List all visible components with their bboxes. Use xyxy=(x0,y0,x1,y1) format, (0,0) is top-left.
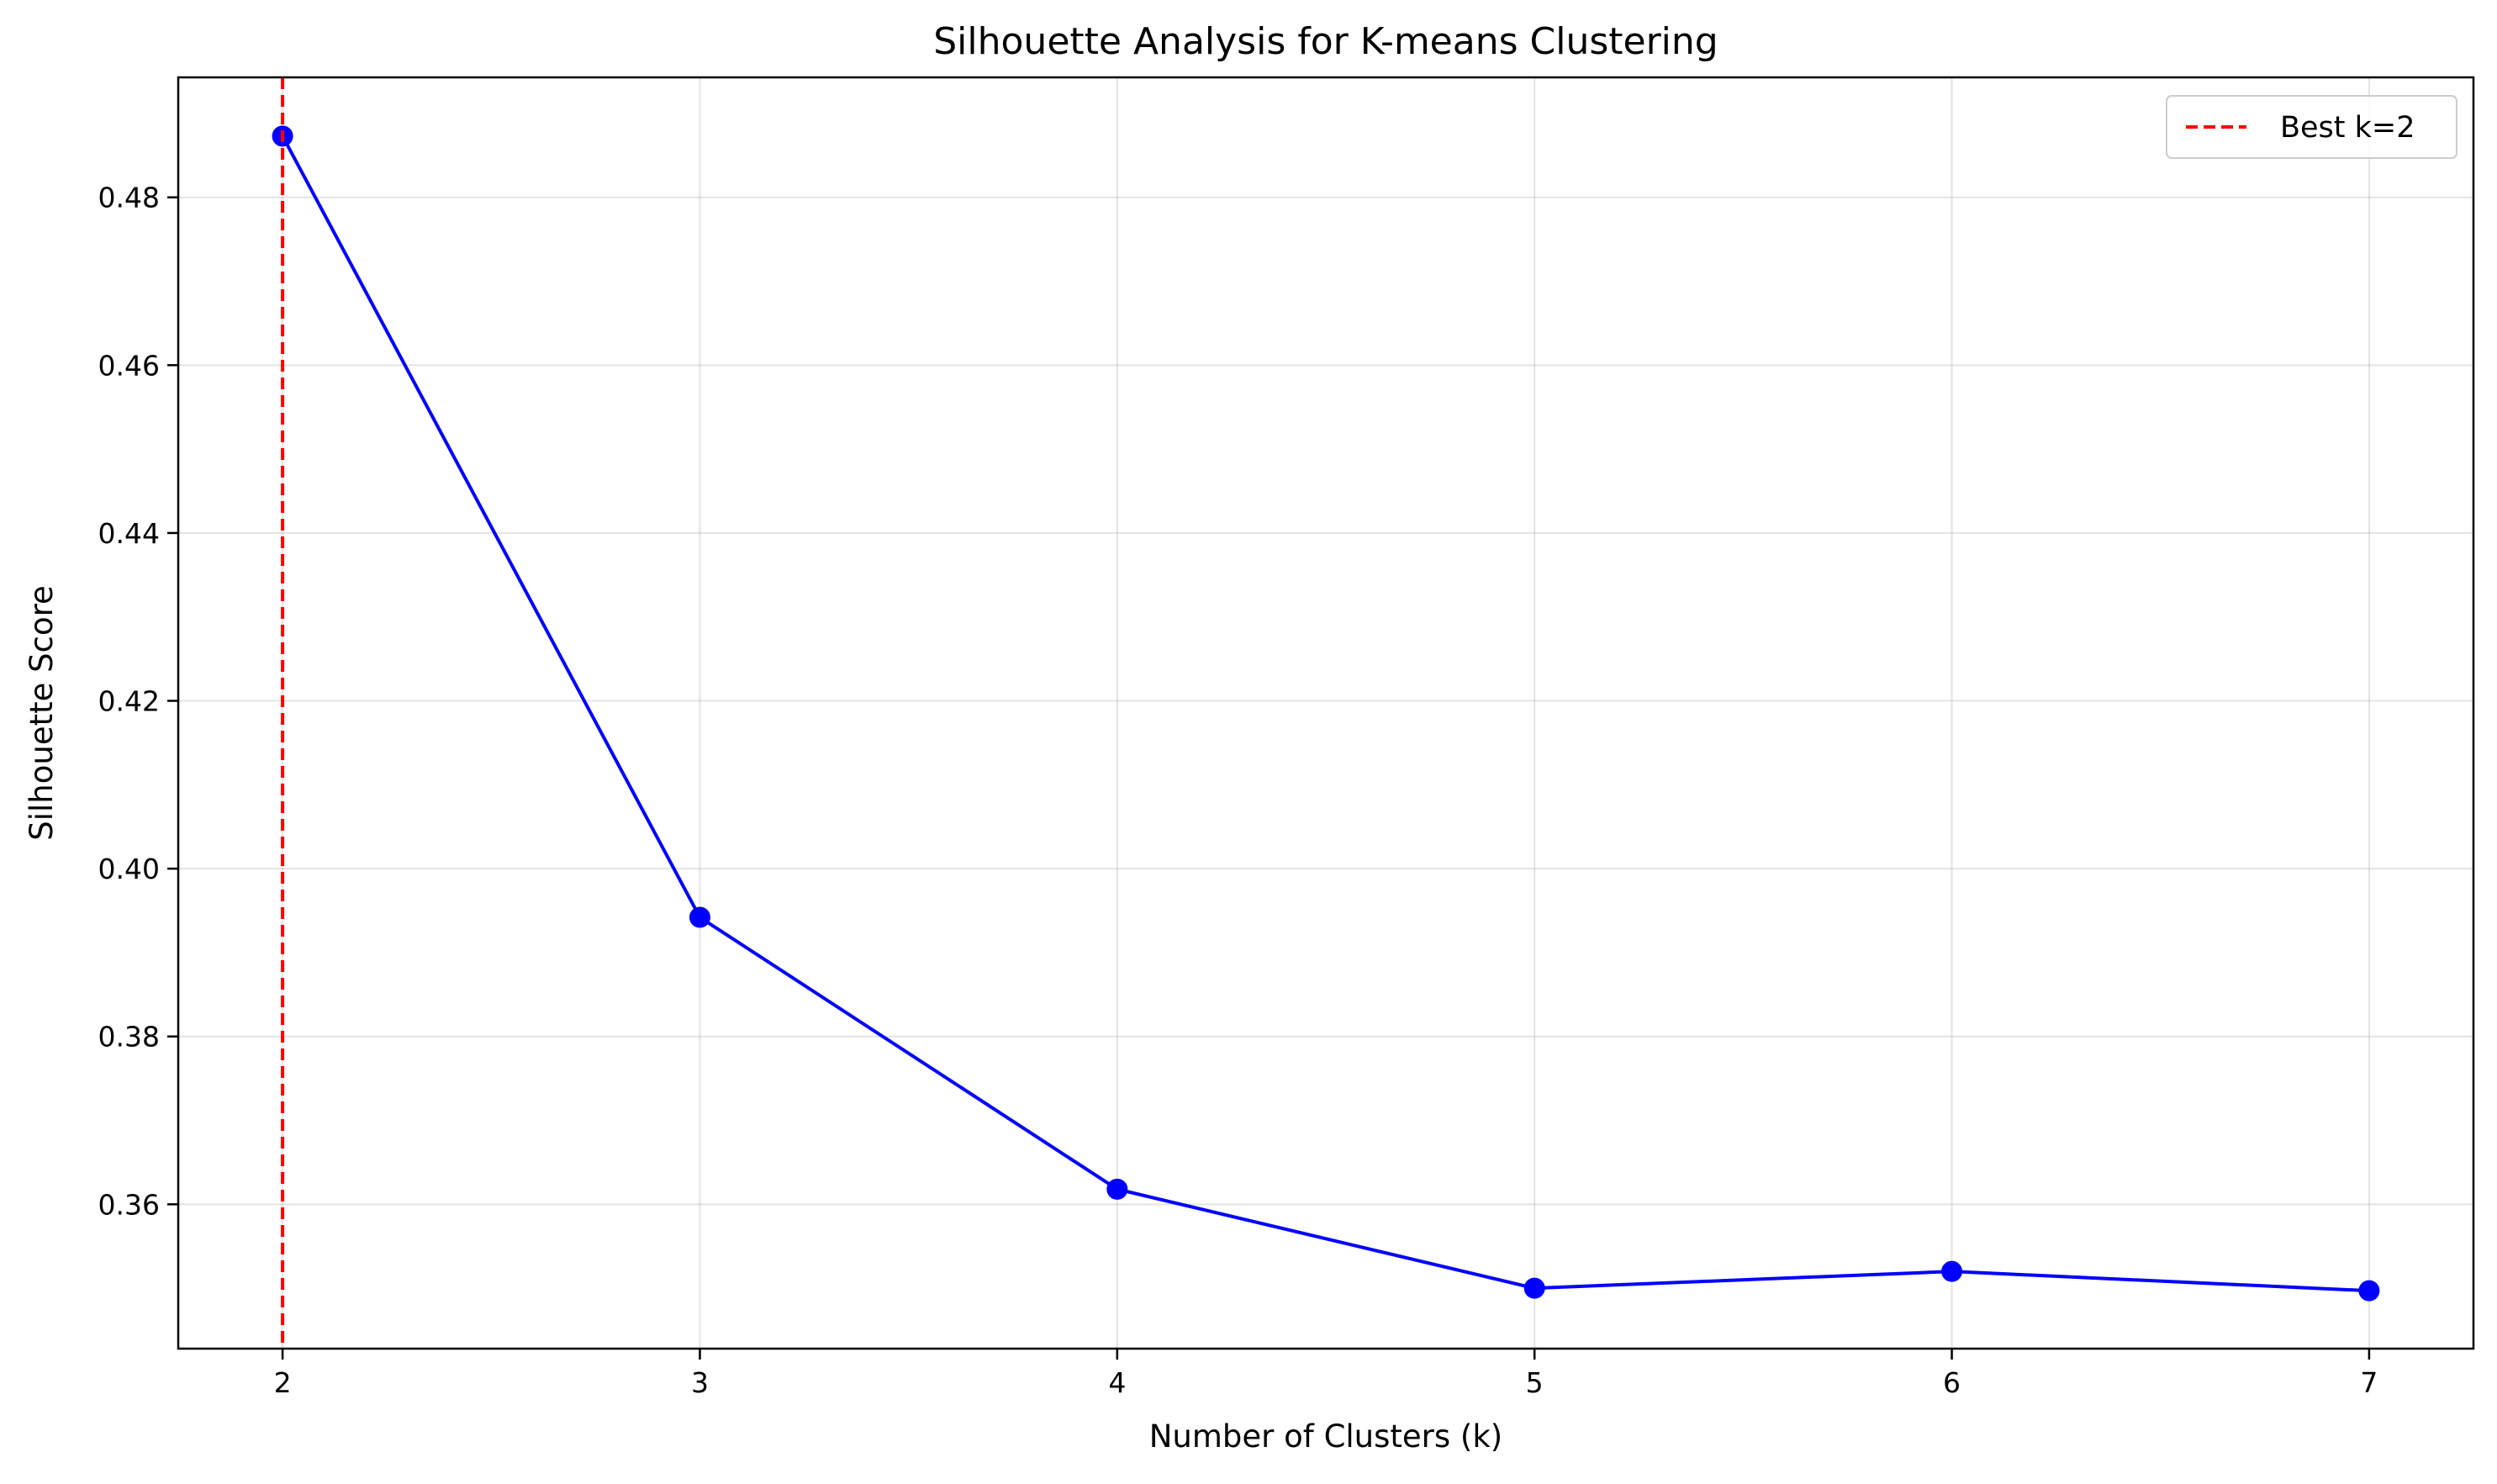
grid xyxy=(178,77,2473,1349)
x-axis-label: Number of Clusters (k) xyxy=(1149,1418,1502,1455)
legend: Best k=2 xyxy=(2166,95,2457,159)
data-point xyxy=(1941,1260,1963,1282)
x-tick-label: 5 xyxy=(1526,1366,1544,1399)
y-axis-label: Silhouette Score xyxy=(24,585,60,841)
data-point xyxy=(1523,1277,1545,1299)
data-series xyxy=(272,125,2380,1302)
data-point xyxy=(2358,1280,2380,1302)
y-tick-label: 0.36 xyxy=(98,1188,160,1221)
x-tick-label: 7 xyxy=(2360,1366,2378,1399)
y-tick-label: 0.42 xyxy=(98,685,160,718)
y-tick-label: 0.44 xyxy=(98,517,160,550)
data-point xyxy=(689,906,710,928)
series-line xyxy=(281,135,2370,1293)
y-tick-label: 0.40 xyxy=(98,853,160,885)
chart-title: Silhouette Analysis for K-means Clusteri… xyxy=(933,20,1718,63)
x-tick-label: 4 xyxy=(1108,1366,1126,1399)
y-tick-label: 0.48 xyxy=(98,182,160,214)
plot-area-frame xyxy=(177,76,2475,1350)
x-tick-label: 6 xyxy=(1943,1366,1961,1399)
legend-label-best-k: Best k=2 xyxy=(2280,111,2415,145)
y-tick-label: 0.46 xyxy=(98,349,160,382)
x-tick-label: 3 xyxy=(691,1366,709,1399)
y-tick-label: 0.38 xyxy=(98,1021,160,1054)
axis-ticks: 2 3 4 5 6 7 0.36 0.38 0.40 0.42 0.44 0.46 0.48 xyxy=(98,182,2378,1399)
data-point xyxy=(1106,1178,1128,1200)
legend-box xyxy=(2166,95,2457,159)
x-tick-label: 2 xyxy=(274,1366,292,1399)
